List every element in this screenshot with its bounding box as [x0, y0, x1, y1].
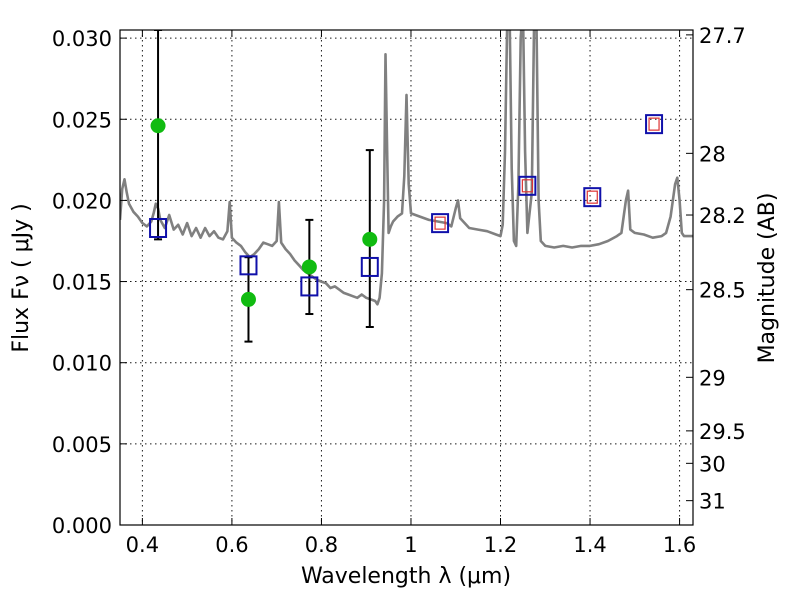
observed-flux-point — [240, 291, 256, 307]
y2-tick-label: 28.2 — [699, 204, 746, 228]
template-spectrum-line — [120, 30, 693, 306]
y2-tick-label: 28.5 — [699, 279, 746, 303]
model-flux-inner-square — [434, 216, 446, 230]
x-tick-label: 0.6 — [215, 533, 248, 557]
x-tick-label: 1.4 — [573, 533, 606, 557]
y-tick-label: 0.015 — [52, 271, 112, 295]
x-tick-label: 0.4 — [126, 533, 159, 557]
observed-flux-point — [150, 118, 166, 134]
observed-flux-point — [301, 259, 317, 275]
model-flux-square — [239, 255, 258, 276]
y-tick-label: 0.025 — [52, 108, 112, 132]
y-tick-label: 0.030 — [52, 27, 112, 51]
y-tick-label: 0.000 — [52, 514, 112, 538]
y2-tick-label: 31 — [699, 490, 726, 514]
y2-tick-label: 29.5 — [699, 420, 746, 444]
x-tick-label: 1.6 — [663, 533, 696, 557]
plot-frame — [119, 29, 694, 526]
y2-tick-label: 29 — [699, 366, 726, 390]
observed-flux-point — [362, 231, 378, 247]
model-flux-square — [360, 256, 379, 277]
y-tick-label: 0.020 — [52, 189, 112, 213]
model-flux-square — [645, 114, 664, 135]
axes: 0.4 0.6 0.8 1 1.2 1.4 1.6 0.000 0.005 0.010 0.015 0… — [52, 24, 746, 557]
model-flux-square — [300, 276, 319, 297]
model-flux-square — [583, 187, 602, 208]
model-flux-inner-square — [586, 190, 598, 204]
model-flux-square — [518, 175, 537, 196]
y2-tick-label: 28 — [699, 142, 726, 166]
y-tick-label: 0.005 — [52, 433, 112, 457]
y2-tick-label: 27.7 — [699, 24, 746, 48]
y-axis-label: Flux Fν ( μJy ) — [9, 203, 34, 352]
x-tick-label: 0.8 — [305, 533, 338, 557]
plot-area — [120, 30, 693, 343]
model-flux-inner-square — [648, 117, 660, 131]
x-axis-label: Wavelength λ (μm) — [301, 564, 511, 589]
y2-tick-label: 30 — [699, 452, 726, 476]
y2-axis-label: Magnitude (AB) — [755, 193, 780, 364]
x-tick-label: 1 — [404, 533, 417, 557]
model-flux-square — [149, 218, 168, 238]
model-flux-inner-square — [521, 179, 533, 193]
x-tick-label: 1.2 — [484, 533, 517, 557]
model-flux-square — [431, 213, 450, 234]
y-tick-label: 0.010 — [52, 352, 112, 376]
